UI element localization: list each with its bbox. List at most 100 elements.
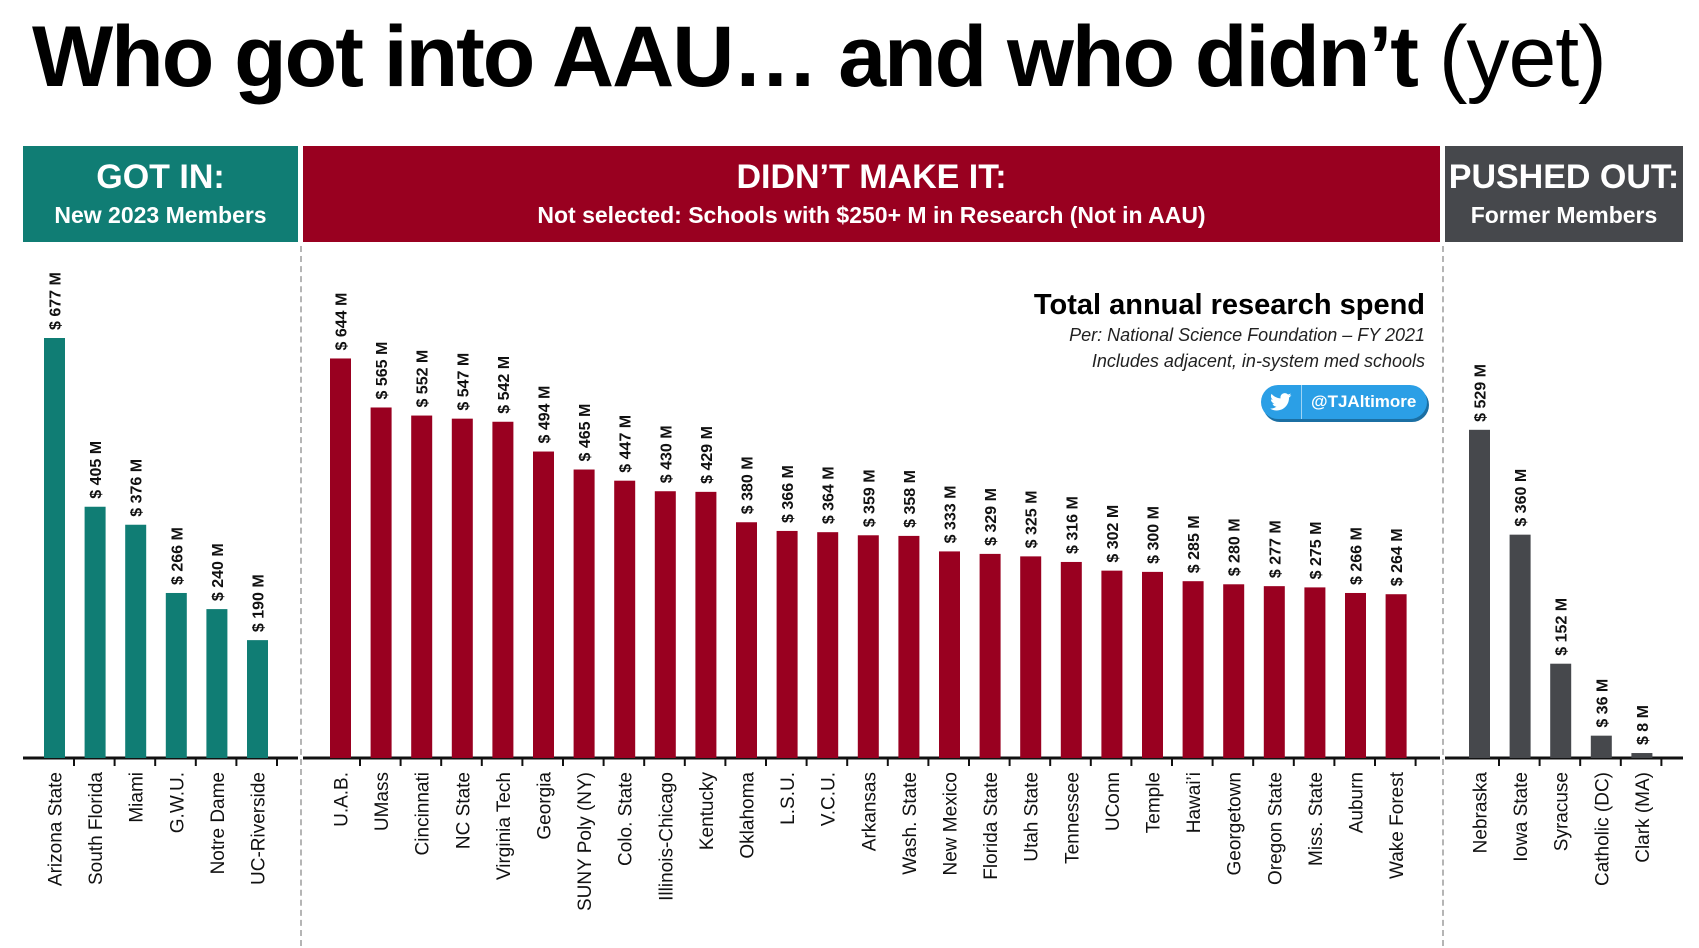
bar-value-label: $ 333 M [943,486,960,544]
category-label: New Mexico [941,772,962,875]
bar-value-label: $ 36 M [1594,679,1611,728]
bar-value-label: $ 266 M [1349,527,1366,585]
bar-value-label: $ 277 M [1267,520,1284,578]
bar-value-label: $ 366 M [780,465,797,523]
category-label: L.S.U. [778,772,799,825]
bar-value-label: $ 359 M [861,469,878,527]
category-label: Wake Forest [1387,771,1408,879]
bar-value-label: $ 364 M [821,466,838,524]
section-divider-right [1442,246,1444,946]
bar-value-label: $ 405 M [88,441,105,499]
got-in-header: GOT IN: New 2023 Members [23,146,298,242]
bar-value-label: $ 360 M [1513,469,1530,527]
bar-value-label: $ 8 M [1635,705,1652,745]
category-label: Oregon State [1265,772,1286,885]
category-label: Clark (MA) [1633,772,1654,863]
category-label: Georgetown [1225,772,1246,876]
category-label: Wash. State [900,772,921,875]
pushed-out-subtitle: Former Members [1470,202,1658,228]
bar [1060,561,1082,758]
bar-value-label: $ 190 M [251,574,268,632]
bar-value-label: $ 430 M [658,425,675,483]
bar-value-label: $ 264 M [1389,528,1406,586]
twitter-handle: @TJAltimore [1311,392,1417,411]
bar-value-label: $ 542 M [496,356,513,414]
bar [206,609,228,758]
bar [1142,571,1163,758]
got-in-title: GOT IN: [96,158,225,196]
bar-value-label: $ 358 M [902,470,919,528]
category-label: UC-Riverside [249,772,270,885]
bar [125,524,147,758]
twitter-handle-badge[interactable]: @TJAltimore [1261,385,1427,419]
bar [330,358,351,758]
category-label: Florida State [981,772,1002,880]
category-label: Cincinnati [413,772,434,855]
bar-value-label: $ 547 M [455,353,472,411]
bar [1631,753,1653,758]
bar [44,338,65,758]
note-source: Per: National Science Foundation – FY 20… [1069,325,1425,345]
bar-value-label: $ 376 M [129,459,146,517]
bar [451,418,473,758]
bar-value-label: $ 280 M [1227,518,1244,576]
bar-value-label: $ 465 M [577,404,594,462]
bar [654,491,676,758]
bar-value-label: $ 529 M [1473,364,1490,422]
bar-value-label: $ 565 M [374,342,391,400]
bar-value-label: $ 447 M [618,415,635,473]
bar-value-label: $ 285 M [1186,515,1203,573]
bar-value-label: $ 494 M [537,386,554,444]
bar [1101,570,1123,758]
category-label: Kentucky [697,772,718,851]
bar [979,553,1001,758]
category-label: Hawai’i [1184,772,1205,833]
bar [898,535,920,758]
bar [1020,556,1042,758]
bar [1263,586,1285,758]
bar [614,480,636,758]
category-label: Auburn [1347,772,1368,833]
bar-value-label: $ 380 M [740,456,757,514]
bar-value-label: $ 325 M [1024,491,1041,549]
bar-value-label: $ 240 M [210,543,227,601]
bar [370,407,392,758]
bar [492,421,514,758]
didnt-make-it-subtitle: Not selected: Schools with $250+ M in Re… [537,202,1206,228]
category-label: UConn [1103,772,1124,831]
bar [1550,663,1572,758]
bar-value-label: $ 677 M [48,272,65,330]
category-label: Georgia [535,772,556,840]
bar-value-label: $ 316 M [1064,496,1081,554]
bar-value-label: $ 266 M [169,527,186,585]
bar [1182,581,1204,758]
category-label: Syracuse [1552,772,1573,851]
bar [533,451,554,758]
note-detail: Includes adjacent, in-system med schools [1091,351,1425,371]
got-in-subtitle: New 2023 Members [54,202,267,228]
category-label: Nebraska [1471,772,1492,854]
category-label: SUNY Poly (NY) [575,772,596,911]
didnt-make-it-title: DIDN’T MAKE IT: [736,158,1007,196]
bar-value-label: $ 275 M [1308,522,1325,580]
category-label: UMass [372,772,393,831]
category-label: Miss. State [1306,772,1327,866]
bar [776,530,798,758]
pushed-out-title: PUSHED OUT: [1448,158,1680,196]
category-label: Colo. State [616,772,637,866]
note-title: Total annual research spend [1033,289,1425,321]
category-label: V.C.U. [819,772,840,826]
category-label: Illinois-Chicago [656,772,677,901]
bar [1304,587,1326,758]
bar-value-label: $ 552 M [415,350,432,408]
section-divider-left [300,246,302,946]
category-label: Virginia Tech [494,772,515,880]
bar [939,551,960,758]
bar [1345,592,1366,758]
category-label: U.A.B. [332,772,353,827]
bar [695,491,717,758]
bar [247,640,268,758]
category-label: Iowa State [1511,772,1532,862]
bar [165,592,187,758]
